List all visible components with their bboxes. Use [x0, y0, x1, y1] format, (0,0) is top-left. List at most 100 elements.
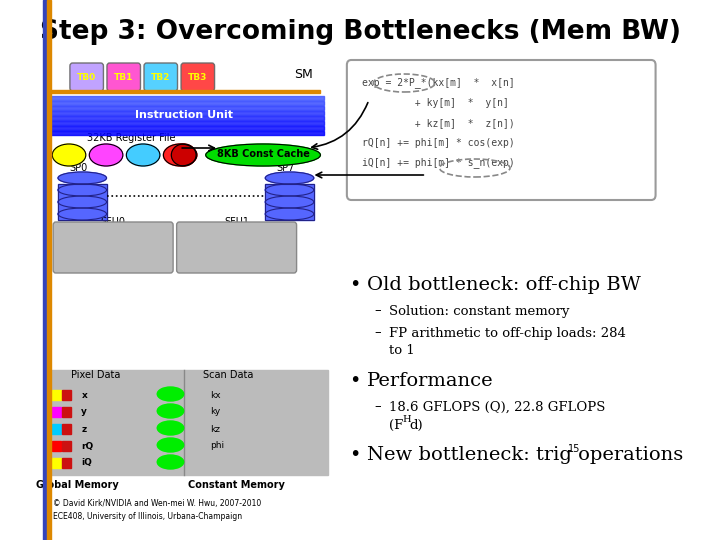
- Text: Solution: constant memory: Solution: constant memory: [390, 305, 570, 318]
- Text: + ky[m]  *  y[n]: + ky[m] * y[n]: [362, 98, 509, 108]
- Ellipse shape: [265, 172, 314, 184]
- Text: 32KB Register File: 32KB Register File: [86, 133, 175, 143]
- FancyBboxPatch shape: [176, 222, 297, 273]
- Text: TB3: TB3: [188, 72, 207, 82]
- Ellipse shape: [58, 208, 107, 220]
- Text: SFU0: SFU0: [101, 217, 125, 227]
- Text: SFU1: SFU1: [224, 217, 249, 227]
- Ellipse shape: [206, 144, 320, 166]
- Ellipse shape: [157, 421, 184, 435]
- Bar: [62, 441, 71, 451]
- Ellipse shape: [265, 208, 314, 220]
- FancyBboxPatch shape: [53, 222, 173, 273]
- Bar: [265, 184, 314, 220]
- Bar: [53, 390, 61, 400]
- Text: Global Memory: Global Memory: [37, 480, 120, 490]
- Text: –: –: [374, 327, 381, 340]
- Text: TB2: TB2: [151, 72, 171, 82]
- Bar: [58, 184, 107, 220]
- Text: © David Kirk/NVIDIA and Wen-mei W. Hwu, 2007-2010
ECE408, University of Illinois: © David Kirk/NVIDIA and Wen-mei W. Hwu, …: [53, 500, 261, 521]
- Bar: [42, 0, 47, 540]
- Text: Pixel Data: Pixel Data: [71, 370, 120, 380]
- Bar: [62, 390, 71, 400]
- Text: SM: SM: [294, 69, 312, 82]
- Text: kx: kx: [210, 390, 221, 400]
- Bar: [265, 184, 314, 220]
- Text: Scan Data: Scan Data: [202, 370, 253, 380]
- Bar: [50, 95, 324, 135]
- Text: •: •: [349, 275, 361, 294]
- Bar: [62, 458, 71, 468]
- Text: y: y: [81, 408, 87, 416]
- Text: Performance: Performance: [367, 372, 494, 390]
- Text: •: •: [349, 446, 361, 464]
- Ellipse shape: [58, 196, 107, 208]
- Text: •: •: [349, 372, 361, 390]
- Text: Step 3: Overcoming Bottlenecks (Mem BW): Step 3: Overcoming Bottlenecks (Mem BW): [40, 19, 680, 45]
- Bar: [50, 131, 324, 135]
- Text: TB0: TB0: [77, 72, 96, 82]
- Text: Instruction Unit: Instruction Unit: [135, 110, 233, 120]
- FancyBboxPatch shape: [107, 63, 140, 91]
- Ellipse shape: [157, 438, 184, 452]
- FancyBboxPatch shape: [144, 63, 178, 91]
- Bar: [50, 100, 324, 105]
- Ellipse shape: [157, 387, 184, 401]
- Ellipse shape: [171, 144, 196, 166]
- Text: (F: (F: [390, 418, 403, 431]
- Text: rQ: rQ: [81, 442, 94, 450]
- Ellipse shape: [58, 184, 107, 196]
- Text: iQ: iQ: [81, 458, 92, 468]
- FancyBboxPatch shape: [347, 60, 656, 200]
- Bar: [47, 0, 50, 540]
- Text: phi: phi: [210, 442, 224, 450]
- Text: x: x: [81, 390, 87, 400]
- Ellipse shape: [157, 404, 184, 418]
- Bar: [50, 90, 320, 93]
- Ellipse shape: [265, 196, 314, 208]
- Bar: [53, 407, 61, 417]
- Text: 8KB Const Cache: 8KB Const Cache: [217, 149, 310, 159]
- FancyBboxPatch shape: [181, 63, 215, 91]
- Text: d): d): [410, 418, 423, 431]
- Text: kz: kz: [210, 424, 220, 434]
- Text: –: –: [374, 305, 381, 318]
- Bar: [53, 424, 61, 434]
- Bar: [53, 441, 61, 451]
- Text: FP arithmetic to off-chip loads: 284: FP arithmetic to off-chip loads: 284: [390, 327, 626, 340]
- Text: to 1: to 1: [390, 345, 415, 357]
- Bar: [53, 458, 61, 468]
- Ellipse shape: [157, 455, 184, 469]
- Bar: [50, 111, 324, 115]
- Text: H: H: [402, 415, 411, 423]
- Text: rQ[n] += phi[m] * cos(exp): rQ[n] += phi[m] * cos(exp): [362, 138, 515, 148]
- Text: Constant Memory: Constant Memory: [188, 480, 285, 490]
- Bar: [50, 125, 324, 130]
- Text: 15: 15: [568, 444, 580, 454]
- Ellipse shape: [127, 144, 160, 166]
- Bar: [58, 184, 107, 220]
- FancyBboxPatch shape: [70, 63, 104, 91]
- Text: ky: ky: [210, 408, 220, 416]
- Ellipse shape: [53, 144, 86, 166]
- Ellipse shape: [58, 172, 107, 184]
- Text: exp = 2*P_*(kx[m]  *  x[n]: exp = 2*P_*(kx[m] * x[n]: [362, 78, 515, 89]
- Text: + kz[m]  *  z[n]): + kz[m] * z[n]): [362, 118, 515, 128]
- Ellipse shape: [89, 144, 123, 166]
- Bar: [62, 424, 71, 434]
- Ellipse shape: [163, 144, 197, 166]
- Bar: [50, 120, 324, 125]
- Text: –: –: [374, 401, 381, 414]
- Bar: [50, 370, 328, 475]
- Ellipse shape: [265, 184, 314, 196]
- Text: Old bottleneck: off-chip BW: Old bottleneck: off-chip BW: [367, 276, 641, 294]
- Text: SP7: SP7: [276, 163, 294, 173]
- Bar: [62, 407, 71, 417]
- Bar: [50, 105, 324, 110]
- Text: iQ[n] += phi[m] * s_n(exp): iQ[n] += phi[m] * s_n(exp): [362, 158, 515, 168]
- Bar: [50, 116, 324, 120]
- Bar: [50, 96, 324, 100]
- Text: New bottleneck: trig operations: New bottleneck: trig operations: [367, 446, 683, 464]
- Text: SP0: SP0: [69, 163, 87, 173]
- Text: TB1: TB1: [114, 72, 133, 82]
